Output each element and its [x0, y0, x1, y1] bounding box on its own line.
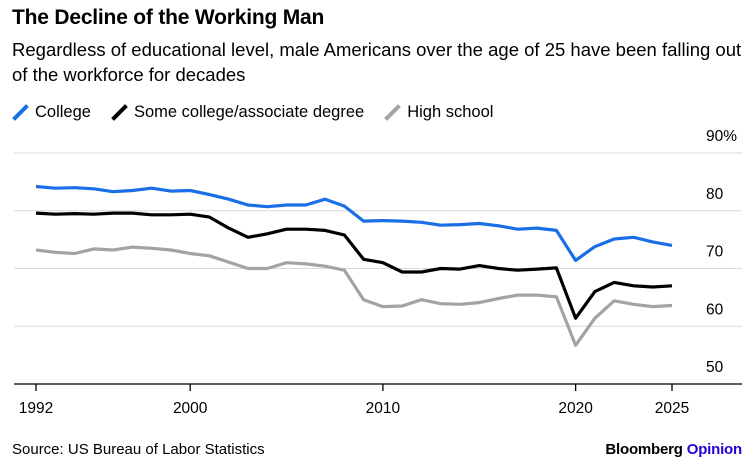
legend-label-some-college: Some college/associate degree	[133, 102, 365, 121]
series-line-college	[35, 184, 673, 262]
chart-subtitle: Regardless of educational level, male Am…	[12, 39, 742, 85]
x-tick-label-2000: 2000	[173, 400, 208, 417]
x-tick-label-1992: 1992	[19, 400, 53, 417]
legend-swatch-some-college	[111, 103, 128, 121]
legend-item-high-school: High school	[384, 103, 493, 122]
series-line-high-school	[35, 245, 673, 347]
y-tick-label-70: 70	[706, 244, 724, 261]
brand-logo: Bloomberg Opinion	[605, 441, 742, 458]
x-tick-label-2020: 2020	[558, 400, 593, 417]
legend-label-college: College	[35, 102, 91, 121]
legend-item-some-college: Some college/associate degree	[111, 103, 364, 122]
legend-label-high-school: High school	[407, 102, 494, 121]
legend-swatch-high-school	[384, 103, 402, 121]
brand-name: Bloomberg	[605, 441, 683, 458]
y-tick-label-60: 60	[706, 301, 724, 318]
source-note: Source: US Bureau of Labor Statistics	[12, 441, 265, 458]
series-line-some-college-associate-degree	[35, 211, 673, 320]
brand-section: Opinion	[686, 441, 742, 458]
x-tick-label-2010: 2010	[366, 400, 401, 417]
y-tick-label-90: 90%	[706, 128, 737, 145]
x-tick-label-2025: 2025	[655, 400, 689, 417]
y-tick-label-50: 50	[706, 359, 724, 376]
y-tick-label-80: 80	[706, 186, 724, 203]
legend-swatch-college	[12, 103, 29, 121]
chart-title: The Decline of the Working Man	[12, 6, 325, 29]
chart-legend: College Some college/associate degree Hi…	[12, 101, 513, 123]
legend-item-college: College	[12, 103, 91, 122]
